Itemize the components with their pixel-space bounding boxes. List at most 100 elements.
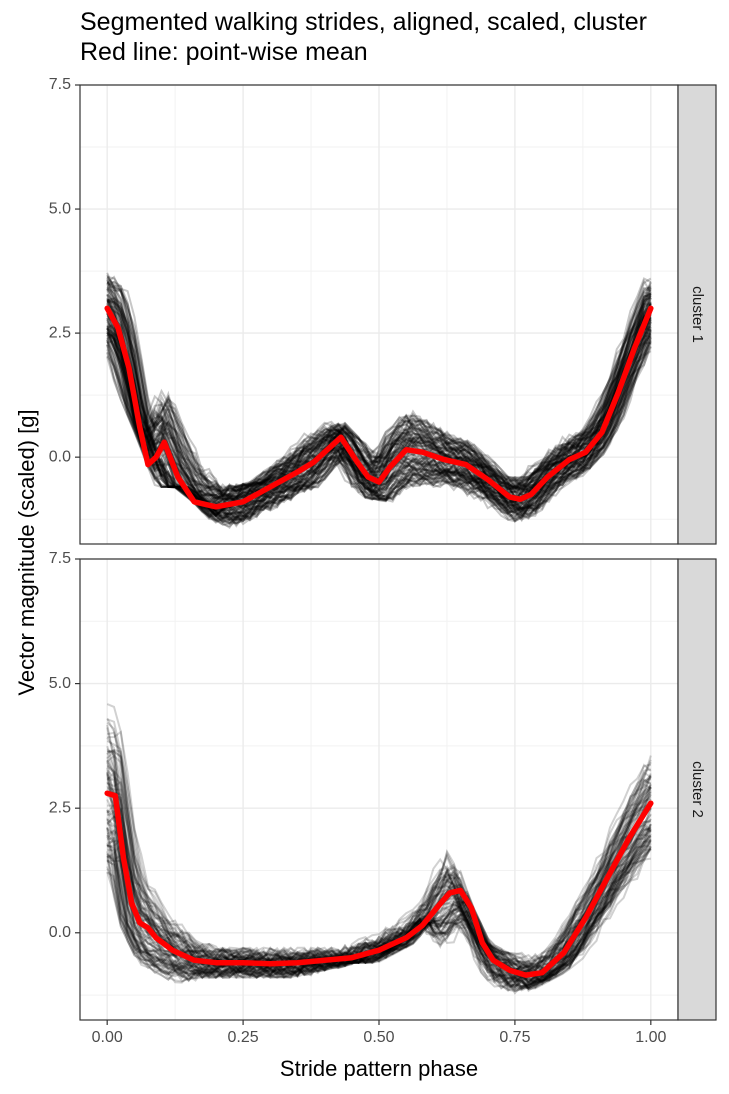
stride-trace (106, 727, 652, 969)
stride-trace (106, 839, 652, 993)
stride-trace (106, 330, 652, 524)
stride-trace (106, 740, 652, 968)
y-tick-label: 5.0 (49, 675, 71, 692)
stride-trace (106, 279, 652, 499)
stride-trace (106, 286, 652, 502)
y-tick-label: 7.5 (49, 76, 71, 93)
stride-trace (106, 276, 652, 493)
stride-trace (106, 749, 652, 969)
stride-trace (106, 286, 652, 502)
stride-trace (106, 703, 652, 965)
stride-trace (106, 737, 652, 970)
stride-trace (106, 297, 652, 501)
chart-subtitle: Red line: point-wise mean (80, 38, 368, 66)
stride-trace (106, 721, 652, 969)
stride-trace (106, 818, 652, 985)
stride-trace (106, 277, 652, 497)
stride-trace (106, 833, 652, 990)
stride-trace (106, 829, 652, 988)
stride-trace (107, 730, 652, 966)
mean-line (104, 305, 654, 510)
stride-trace (106, 847, 652, 993)
chart-title: Segmented walking strides, aligned, scal… (80, 8, 647, 36)
stride-trace (106, 280, 652, 500)
stride-trace (106, 287, 652, 500)
stride-trace (106, 759, 652, 974)
y-tick-label: 5.0 (49, 200, 71, 217)
stride-trace (106, 329, 652, 521)
stride-trace (106, 764, 652, 977)
stride-trace (106, 838, 652, 993)
facet-strip-label: cluster 2 (689, 761, 706, 818)
panel-cluster-1: cluster 1 0.0 2.5 5.0 7.5 (49, 76, 717, 545)
stride-trace (107, 841, 652, 988)
stride-trace (106, 281, 652, 493)
y-tick-label: 2.5 (49, 799, 71, 816)
stride-trace (106, 834, 652, 991)
stride-trace (107, 731, 651, 970)
stride-trace (106, 745, 652, 969)
stride-trace (106, 334, 652, 526)
stride-trace (107, 277, 652, 491)
stride-trace (106, 772, 652, 975)
mean-line (104, 790, 654, 978)
stride-trace (106, 302, 652, 506)
stride-trace (106, 272, 652, 493)
stride-trace (106, 342, 651, 529)
stride-traces (106, 272, 652, 529)
stride-trace (106, 718, 652, 968)
stride-trace (106, 836, 652, 992)
stride-trace (106, 274, 652, 491)
x-tick-label: 0.75 (499, 1029, 530, 1046)
stride-trace (106, 848, 652, 993)
stride-trace (106, 288, 652, 503)
stride-trace (106, 323, 652, 518)
stride-trace (106, 296, 652, 504)
stride-trace (106, 275, 652, 496)
stride-trace (106, 786, 652, 978)
stride-trace (106, 277, 652, 492)
y-tick-label: 0.0 (49, 924, 71, 941)
stride-trace (106, 799, 652, 981)
stride-trace (106, 294, 652, 503)
stride-trace (106, 288, 652, 492)
stride-trace (106, 842, 652, 989)
stride-trace (106, 756, 652, 971)
y-tick-label: 2.5 (49, 324, 71, 341)
stride-trace (106, 323, 652, 522)
stride-trace (106, 325, 652, 515)
stride-trace (106, 838, 652, 991)
y-tick-label: 7.5 (49, 550, 71, 567)
stride-trace (106, 336, 652, 528)
stride-trace (106, 337, 652, 526)
stride-trace (106, 287, 652, 501)
stride-trace (106, 327, 652, 521)
stride-trace (107, 844, 651, 988)
stride-trace (106, 330, 652, 523)
stride-trace (107, 837, 652, 991)
stride-trace (106, 838, 652, 989)
stride-trace (106, 845, 652, 990)
stride-trace (106, 286, 651, 496)
stride-trace (106, 295, 652, 501)
stride-trace (106, 332, 652, 526)
stride-trace (106, 811, 652, 986)
x-tick-label: 0.50 (363, 1029, 394, 1046)
stride-trace (107, 857, 651, 990)
stride-trace (106, 282, 652, 494)
stride-trace (106, 278, 652, 498)
stride-trace (106, 293, 652, 499)
stride-trace (106, 847, 652, 992)
stride-trace (106, 823, 652, 983)
stride-trace (106, 840, 651, 990)
stride-trace (106, 847, 652, 992)
stride-trace (106, 718, 652, 964)
stride-trace (107, 333, 652, 522)
stride-trace (106, 321, 652, 519)
stride-trace (106, 331, 652, 525)
stride-trace (106, 275, 652, 493)
stride-trace (106, 281, 652, 498)
y-axis-title: Vector magnitude (scaled) [g] (14, 409, 39, 695)
panel-cluster-2: cluster 2 0.0 2.5 5.0 7.5 (49, 550, 717, 1021)
